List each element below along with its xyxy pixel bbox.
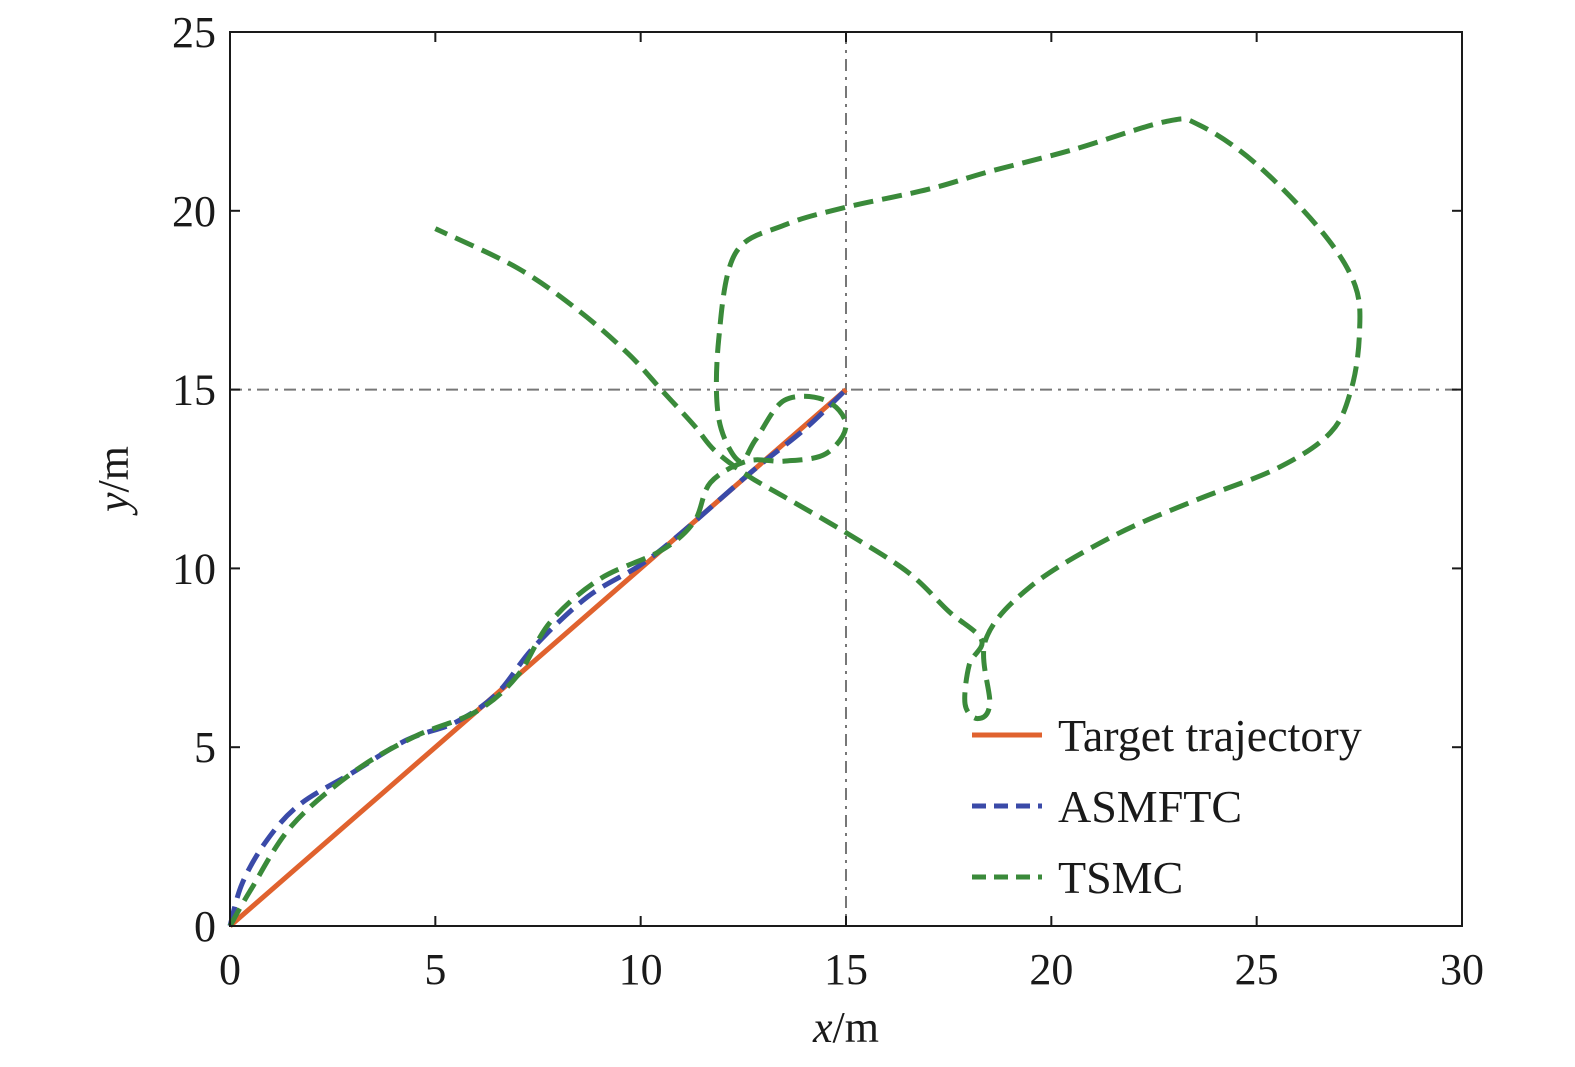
y-tick-label: 20 bbox=[172, 187, 216, 236]
x-tick-label: 20 bbox=[1029, 945, 1073, 994]
x-axis-var: x bbox=[812, 1003, 833, 1052]
series-line-2 bbox=[227, 387, 848, 927]
reference-lines bbox=[230, 32, 1462, 926]
axis-ticks bbox=[229, 31, 1463, 927]
x-tick-label: 10 bbox=[619, 945, 663, 994]
y-tick-label: 5 bbox=[194, 723, 216, 772]
legend-label-2: ASMFTC bbox=[1058, 781, 1242, 832]
legend-label-1: Target trajectory bbox=[1058, 710, 1362, 761]
x-tick-label: 5 bbox=[424, 945, 446, 994]
x-tick-label: 25 bbox=[1235, 945, 1279, 994]
legend-label-3: TSMC bbox=[1058, 852, 1183, 903]
legend: Target trajectory ASMFTC TSMC bbox=[972, 710, 1362, 903]
x-axis-title: x/m bbox=[812, 1003, 879, 1052]
y-tick-label: 10 bbox=[172, 544, 216, 593]
x-tick-label: 30 bbox=[1440, 945, 1484, 994]
series-layer bbox=[227, 116, 1363, 928]
y-axis-title: y/m bbox=[89, 446, 138, 516]
y-tick-label: 25 bbox=[172, 8, 216, 57]
series-line-3 bbox=[227, 116, 1363, 928]
axis-tick-labels: 0 5 10 15 20 25 30 0 5 10 15 20 25 bbox=[172, 8, 1484, 994]
x-tick-label: 0 bbox=[219, 945, 241, 994]
y-axis-unit: /m bbox=[89, 446, 138, 492]
x-tick-label: 15 bbox=[824, 945, 868, 994]
y-tick-label: 15 bbox=[172, 366, 216, 415]
y-axis-var: y bbox=[89, 492, 138, 516]
x-axis-unit: /m bbox=[833, 1003, 879, 1052]
y-tick-label: 0 bbox=[194, 902, 216, 951]
